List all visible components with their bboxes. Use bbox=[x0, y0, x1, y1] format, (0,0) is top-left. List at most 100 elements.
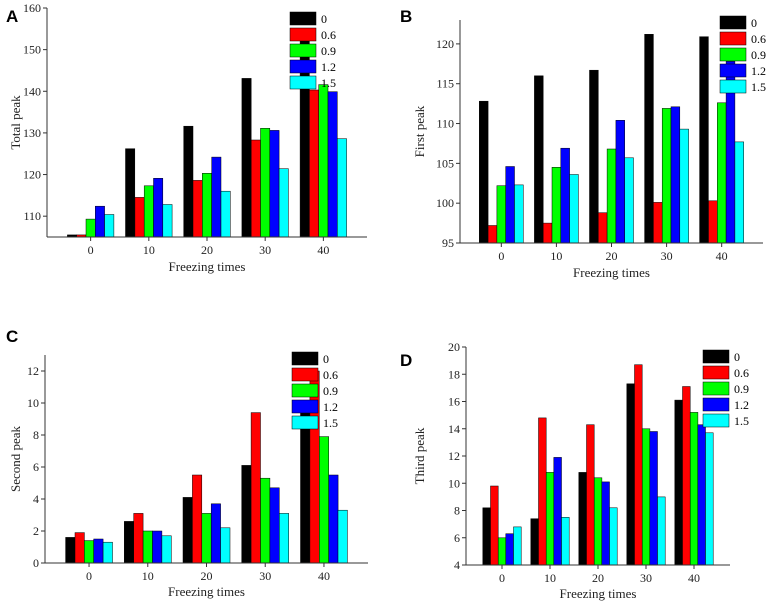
bar-b-series-3-cat-3 bbox=[670, 106, 681, 244]
bar-d-series-2-cat-4 bbox=[689, 412, 699, 566]
x-tick-label: 20 bbox=[201, 243, 213, 257]
legend-swatch bbox=[289, 43, 317, 58]
bar-d-series-1-cat-3 bbox=[634, 364, 643, 566]
x-tick-label: 40 bbox=[317, 243, 329, 257]
legend-swatch bbox=[289, 11, 317, 26]
legend-swatch bbox=[291, 351, 319, 366]
bar-a-series-2-cat-1 bbox=[143, 185, 154, 238]
bar-d-series-4-cat-2 bbox=[609, 507, 618, 566]
bar-d-series-0-cat-4 bbox=[674, 399, 683, 566]
legend-swatch bbox=[289, 59, 317, 74]
y-tick-label: 10 bbox=[448, 476, 460, 490]
legend-swatch bbox=[291, 399, 319, 414]
bar-b-series-2-cat-4 bbox=[717, 102, 727, 244]
y-tick-label: 140 bbox=[23, 84, 41, 98]
x-tick-label: 0 bbox=[498, 249, 504, 263]
legend-label: 0 bbox=[751, 16, 757, 30]
x-tick-label: 0 bbox=[86, 569, 92, 583]
bar-a-series-0-cat-3 bbox=[241, 78, 252, 238]
bar-b-series-2-cat-2 bbox=[606, 148, 617, 244]
legend: 0 0.6 0.9 1.2 1.5 bbox=[719, 15, 766, 94]
y-tick-label: 95 bbox=[442, 236, 454, 250]
legend-label: 0.6 bbox=[321, 28, 336, 42]
y-tick-label: 14 bbox=[448, 422, 460, 436]
legend-swatch bbox=[702, 381, 730, 396]
bar-d-series-0-cat-1 bbox=[530, 518, 539, 566]
bar-d-series-2-cat-3 bbox=[641, 428, 651, 566]
bar-b-series-0-cat-3 bbox=[644, 34, 654, 244]
legend-label: 1.5 bbox=[751, 80, 766, 94]
bar-c-series-1-cat-3 bbox=[250, 412, 261, 564]
y-tick-label: 8 bbox=[33, 428, 39, 442]
bar-a-series-1-cat-1 bbox=[134, 197, 145, 238]
y-tick-label: 115 bbox=[436, 77, 454, 91]
bar-c-series-1-cat-1 bbox=[133, 513, 144, 564]
x-tick-label: 0 bbox=[88, 243, 94, 257]
bar-a-series-4-cat-4 bbox=[337, 138, 347, 238]
bar-a-series-3-cat-1 bbox=[153, 178, 164, 238]
x-tick-label: 10 bbox=[143, 243, 155, 257]
bar-d-series-2-cat-1 bbox=[545, 472, 555, 566]
bar-b-series-4-cat-3 bbox=[679, 128, 689, 244]
y-axis-title: Third peak bbox=[412, 427, 427, 484]
bar-d-series-3-cat-2 bbox=[601, 481, 610, 566]
y-tick-label: 12 bbox=[27, 364, 39, 378]
panel-letter: D bbox=[400, 351, 412, 370]
panel-letter: A bbox=[6, 7, 18, 26]
bar-d-series-0-cat-0 bbox=[482, 507, 491, 566]
bar-c-series-0-cat-3 bbox=[241, 465, 252, 564]
bar-a-series-3-cat-0 bbox=[95, 205, 105, 238]
bar-d-series-3-cat-1 bbox=[553, 457, 562, 566]
bar-c-series-0-cat-0 bbox=[65, 537, 76, 564]
x-tick-label: 40 bbox=[318, 569, 330, 583]
bar-c-series-3-cat-2 bbox=[210, 503, 221, 564]
y-tick-label: 120 bbox=[436, 37, 454, 51]
bar-a-series-2-cat-2 bbox=[202, 173, 212, 238]
legend-label: 0 bbox=[321, 12, 327, 26]
bar-b-series-1-cat-2 bbox=[598, 212, 608, 244]
bar-c-series-4-cat-1 bbox=[161, 535, 172, 564]
y-tick-label: 4 bbox=[33, 492, 39, 506]
bar-c-series-4-cat-3 bbox=[279, 513, 289, 564]
legend-label: 1.2 bbox=[321, 60, 336, 74]
y-tick-label: 6 bbox=[33, 460, 39, 474]
bar-b-series-0-cat-2 bbox=[589, 69, 599, 244]
bar-a-series-4-cat-3 bbox=[278, 168, 289, 238]
bar-a-series-0-cat-2 bbox=[183, 125, 194, 238]
panel-letter: C bbox=[6, 327, 18, 346]
x-axis-title: Freezing times bbox=[168, 584, 245, 599]
x-tick-label: 30 bbox=[259, 243, 271, 257]
y-tick-label: 4 bbox=[454, 558, 460, 572]
bar-c-series-2-cat-1 bbox=[142, 530, 153, 564]
legend-label: 1.2 bbox=[751, 64, 766, 78]
y-axis-title: First peak bbox=[412, 105, 427, 157]
legend: 0 0.6 0.9 1.2 1.5 bbox=[291, 351, 338, 430]
legend-swatch bbox=[289, 75, 317, 90]
bar-b-series-3-cat-1 bbox=[560, 147, 570, 244]
x-tick-label: 30 bbox=[661, 249, 673, 263]
legend-swatch bbox=[719, 47, 747, 62]
bar-c-series-3-cat-3 bbox=[269, 487, 280, 564]
bar-a-series-2-cat-3 bbox=[260, 128, 271, 238]
legend-label: 0.9 bbox=[734, 382, 749, 396]
chart-panel-b: 95 100 105 110 115 120 0 10 20 30 40 Freezing times… bbox=[400, 7, 766, 280]
y-axis-title: Total peak bbox=[8, 95, 23, 150]
bar-c-series-3-cat-1 bbox=[152, 530, 163, 564]
y-tick-label: 120 bbox=[23, 168, 41, 182]
bar-b-series-3-cat-0 bbox=[505, 166, 515, 244]
bar-c-series-2-cat-3 bbox=[260, 477, 271, 564]
bar-d-series-3-cat-3 bbox=[649, 431, 658, 566]
bar-b-series-4-cat-2 bbox=[624, 157, 634, 244]
bar-b-series-4-cat-0 bbox=[514, 184, 524, 244]
bar-a-series-2-cat-4 bbox=[318, 84, 329, 238]
legend-label: 0.9 bbox=[751, 48, 766, 62]
legend-label: 1.5 bbox=[734, 414, 749, 428]
y-tick-label: 160 bbox=[23, 1, 41, 15]
bar-d-series-2-cat-2 bbox=[593, 477, 603, 566]
bar-d-series-1-cat-4 bbox=[682, 386, 691, 566]
bar-a-series-1-cat-4 bbox=[309, 89, 319, 238]
x-tick-label: 30 bbox=[259, 569, 271, 583]
legend-label: 0 bbox=[323, 352, 329, 366]
y-tick-label: 105 bbox=[436, 156, 454, 170]
